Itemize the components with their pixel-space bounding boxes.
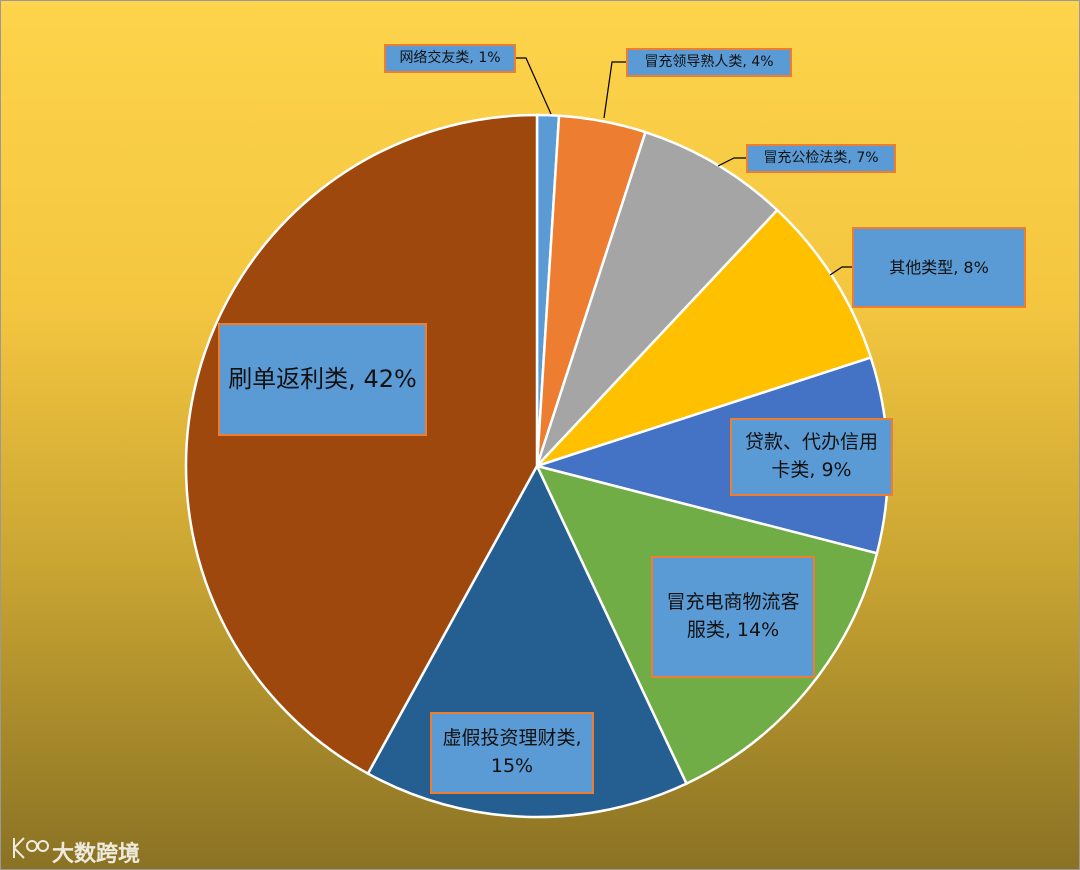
leader-lines — [516, 57, 852, 276]
data-label: 网络交友类, 1% — [384, 44, 516, 73]
leader-line — [516, 57, 552, 115]
pie-slice — [184, 113, 539, 776]
pie-slice — [536, 208, 873, 468]
pie-slice — [535, 130, 780, 467]
leader-line — [829, 266, 852, 276]
data-label: 冒充公检法类, 7% — [746, 144, 896, 173]
data-label: 刷单返利类, 42% — [218, 323, 427, 436]
data-label: 冒充电商物流客服类, 14% — [651, 556, 815, 678]
leader-line — [717, 157, 746, 167]
leader-line — [603, 61, 626, 119]
watermark: 大数跨境 — [52, 842, 141, 867]
data-label: 冒充领导熟人类, 4% — [626, 48, 792, 77]
data-label: 虚假投资理财类, 15% — [430, 712, 594, 794]
logo — [13, 837, 49, 859]
data-label: 其他类型, 8% — [852, 227, 1026, 308]
data-label: 贷款、代办信用卡类, 9% — [730, 418, 893, 496]
